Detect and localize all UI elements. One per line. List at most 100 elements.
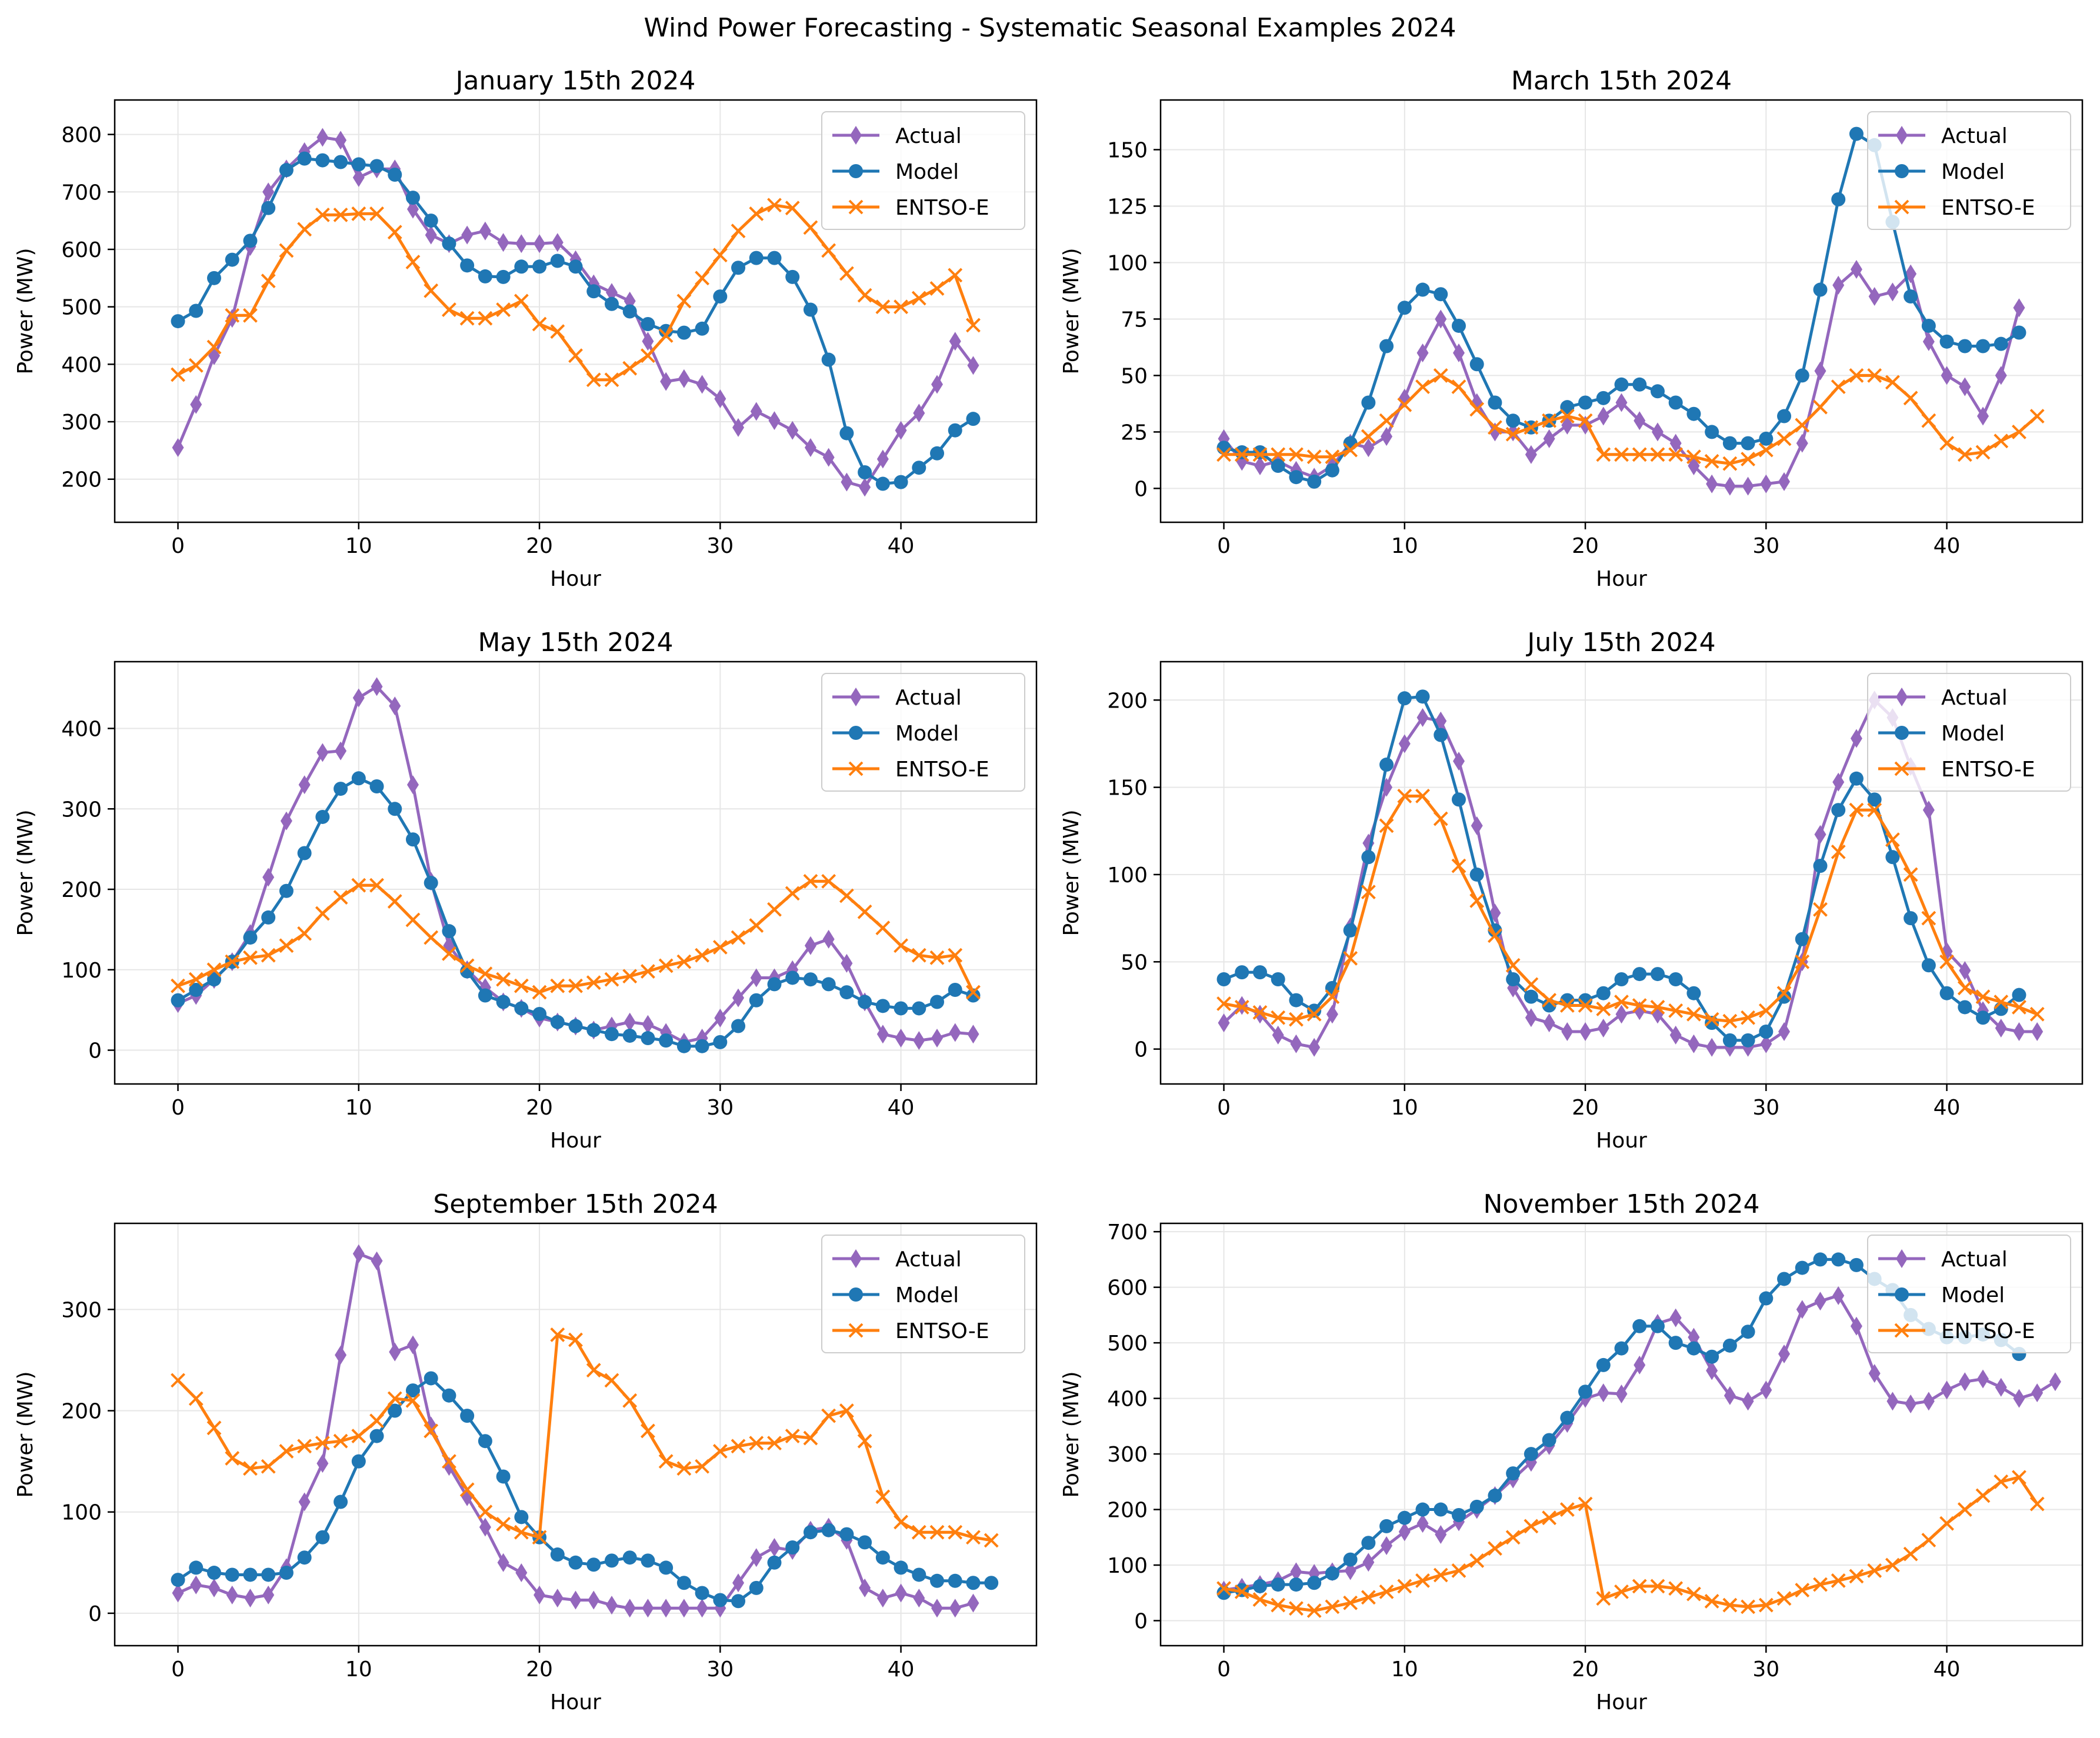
data-point-actual	[822, 929, 835, 949]
data-point-model	[1650, 967, 1665, 982]
data-point-entsoe	[1650, 1000, 1665, 1015]
data-point-actual	[1416, 343, 1429, 363]
data-point-model	[875, 1550, 890, 1565]
series-group	[171, 1244, 999, 1618]
y-tick-label: 0	[88, 1602, 102, 1626]
data-point-actual	[1362, 438, 1375, 458]
data-point-actual	[1452, 752, 1465, 771]
data-point-entsoe	[749, 918, 764, 933]
data-point-model	[279, 1566, 294, 1580]
data-point-model	[405, 1383, 420, 1398]
data-point-entsoe	[1686, 1586, 1701, 1602]
data-point-model	[261, 910, 276, 925]
data-point-entsoe	[478, 966, 493, 982]
legend-box	[1867, 1235, 2071, 1353]
data-point-model	[1379, 758, 1394, 772]
x-tick-label: 40	[888, 1657, 915, 1682]
data-point-model	[206, 972, 221, 987]
data-point-actual	[1995, 1019, 2007, 1038]
data-point-entsoe	[1632, 998, 1647, 1013]
series-line-entsoe	[176, 1333, 992, 1542]
data-point-actual	[949, 1599, 961, 1618]
x-tick-label: 40	[1934, 534, 1961, 558]
data-point-model	[1415, 282, 1430, 297]
data-point-actual	[1922, 1392, 1935, 1411]
data-point-model	[334, 782, 348, 796]
legend-label-actual: Actual	[1941, 1247, 2008, 1272]
data-point-actual	[1543, 1013, 1555, 1033]
data-point-entsoe	[586, 372, 601, 388]
data-point-entsoe	[929, 281, 945, 296]
data-point-entsoe	[206, 339, 222, 355]
data-point-actual	[1651, 422, 1664, 442]
data-point-model	[1795, 368, 1809, 383]
x-tick-label: 0	[1217, 534, 1231, 558]
data-point-entsoe	[279, 1443, 294, 1459]
data-point-actual	[967, 1593, 979, 1613]
legend: Actual Model ENTSO-E	[1867, 673, 2071, 792]
data-point-entsoe	[1776, 1591, 1792, 1606]
data-point-actual	[859, 1578, 871, 1597]
data-point-entsoe	[839, 1403, 854, 1418]
data-point-model	[1813, 859, 1828, 873]
series-group	[171, 677, 981, 1053]
data-point-entsoe	[1975, 1488, 1991, 1503]
data-point-entsoe	[1885, 375, 1900, 390]
data-point-model	[785, 269, 800, 284]
data-point-entsoe	[206, 1420, 222, 1436]
data-point-entsoe	[695, 948, 709, 963]
data-point-model	[1434, 287, 1448, 302]
data-point-actual	[389, 1342, 401, 1362]
x-tick-label: 10	[1391, 1657, 1418, 1682]
data-point-entsoe	[1650, 1579, 1665, 1594]
data-point-actual	[1941, 366, 1953, 385]
data-point-entsoe	[387, 225, 402, 240]
data-point-model	[334, 155, 348, 169]
y-tick-label: 500	[1107, 1332, 1148, 1356]
data-point-entsoe	[1361, 1590, 1376, 1605]
data-point-model	[622, 1550, 637, 1565]
data-point-entsoe	[1469, 893, 1485, 908]
data-point-entsoe	[424, 283, 439, 298]
data-point-entsoe	[1722, 1597, 1738, 1613]
data-point-model	[1904, 911, 1918, 926]
data-point-entsoe	[604, 372, 619, 388]
data-point-actual	[1326, 1005, 1338, 1024]
data-point-actual	[298, 775, 311, 795]
data-point-entsoe	[1415, 789, 1430, 803]
legend-marker-model	[1895, 1287, 1909, 1302]
data-point-entsoe	[1957, 1502, 1972, 1517]
data-point-actual	[316, 1454, 329, 1473]
data-point-model	[405, 191, 420, 205]
data-point-model	[1705, 1349, 1719, 1364]
data-point-model	[731, 261, 746, 275]
data-point-model	[1325, 463, 1339, 478]
data-point-model	[1614, 1341, 1629, 1356]
data-point-model	[821, 1523, 836, 1537]
y-tick-label: 500	[61, 296, 102, 320]
data-point-actual	[1579, 1022, 1592, 1041]
data-point-actual	[352, 1244, 365, 1263]
data-point-model	[1542, 1433, 1556, 1447]
data-point-entsoe	[749, 206, 764, 221]
data-point-entsoe	[514, 293, 529, 309]
data-point-actual	[1688, 1034, 1700, 1053]
data-point-actual	[678, 1599, 690, 1618]
data-point-entsoe	[1343, 950, 1358, 966]
y-tick-label: 400	[1107, 1387, 1148, 1412]
data-point-entsoe	[1795, 954, 1810, 969]
legend-marker-model	[849, 726, 863, 740]
data-point-model	[622, 1028, 637, 1043]
data-point-entsoe	[1903, 1546, 1918, 1562]
data-point-entsoe	[171, 1373, 185, 1388]
data-point-entsoe	[532, 985, 547, 1000]
chart-title: September 15th 2024	[433, 1189, 718, 1219]
data-point-actual	[1254, 456, 1266, 476]
data-point-entsoe	[1397, 397, 1412, 412]
data-point-entsoe	[875, 299, 891, 315]
data-point-entsoe	[297, 1439, 312, 1454]
legend-label-entsoe: ENTSO-E	[895, 1319, 989, 1343]
data-point-actual	[660, 372, 672, 391]
data-point-entsoe	[1831, 379, 1846, 395]
